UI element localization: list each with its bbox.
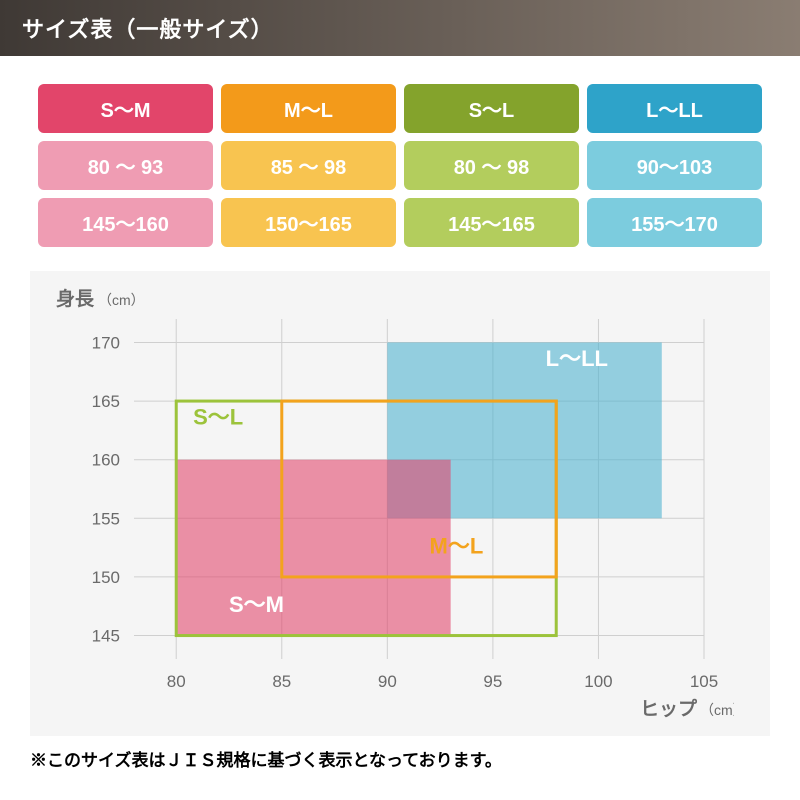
size-row1-2: 80 ～ 98: [404, 141, 579, 190]
ytick: 145: [92, 627, 120, 646]
size-row1-3: 90～103: [587, 141, 762, 190]
size-row1-1: 85 ～ 98: [221, 141, 396, 190]
ytick: 165: [92, 392, 120, 411]
page-title: サイズ表（一般サイズ）: [0, 0, 800, 56]
size-row1-0: 80 ～ 93: [38, 141, 213, 190]
xtick: 85: [272, 672, 291, 691]
size-table-container: S～MM～LS～LL～LL 80 ～ 9385 ～ 9880 ～ 9890～10…: [0, 56, 800, 261]
region-label-S～L: S～L: [193, 405, 243, 430]
size-header-2: S～L: [404, 84, 579, 133]
y-axis-unit: （cm）: [98, 292, 145, 308]
region-label-S～M: S～M: [229, 592, 284, 617]
size-header-3: L～LL: [587, 84, 762, 133]
size-chart: L～LL S～M S～L M～L 80 85 90 95 100 105 145 150 155 160 1…: [44, 283, 734, 723]
x-axis-unit: （cm）: [700, 702, 734, 718]
size-row2-2: 145～165: [404, 198, 579, 247]
size-header-0: S～M: [38, 84, 213, 133]
footnote: ※このサイズ表はＪＩＳ規格に基づく表示となっております。: [0, 736, 800, 771]
xtick: 90: [378, 672, 397, 691]
ytick: 170: [92, 333, 120, 352]
ytick: 160: [92, 451, 120, 470]
ytick: 150: [92, 568, 120, 587]
ytick: 155: [92, 509, 120, 528]
size-header-1: M～L: [221, 84, 396, 133]
region-label-L～LL: L～LL: [546, 346, 608, 371]
xtick: 95: [483, 672, 502, 691]
size-row2-0: 145～160: [38, 198, 213, 247]
xtick: 80: [167, 672, 186, 691]
chart-panel: L～LL S～M S～L M～L 80 85 90 95 100 105 145 150 155 160 1…: [30, 271, 770, 736]
x-axis-label: ヒップ: [640, 697, 698, 720]
region-S～M: [176, 460, 450, 636]
size-table: S～MM～LS～LL～LL 80 ～ 9385 ～ 9880 ～ 9890～10…: [30, 76, 770, 255]
region-label-M～L: M～L: [430, 533, 484, 558]
xtick: 105: [690, 672, 718, 691]
size-row2-3: 155～170: [587, 198, 762, 247]
y-axis-label: 身長: [56, 287, 95, 310]
xtick: 100: [584, 672, 612, 691]
size-row2-1: 150～165: [221, 198, 396, 247]
